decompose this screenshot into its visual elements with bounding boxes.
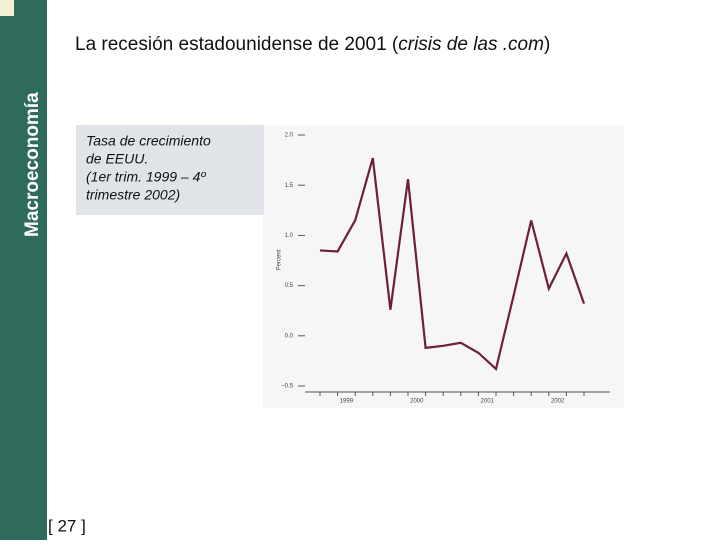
caption-line: Tasa de crecimiento <box>86 133 211 149</box>
page-number: [ 27 ] <box>48 516 86 535</box>
title-end: ) <box>544 34 550 55</box>
title-italic: crisis de las .com <box>398 34 544 55</box>
y-axis-label: Percent <box>277 249 283 270</box>
y-tick-label: 1.5 <box>285 183 294 189</box>
sidebar-label: Macroeconomía <box>22 92 43 237</box>
caption-line: (1er trim. 1999 – 4º <box>86 169 206 185</box>
title-start: La recesión estadounidense de 2001 ( <box>75 34 399 55</box>
slide-title: La recesión estadounidense de 2001 (cris… <box>75 34 550 55</box>
corner-mark <box>0 0 14 16</box>
chart-panel <box>263 125 624 408</box>
sidebar <box>0 0 47 540</box>
y-tick-label: 2.0 <box>285 133 294 139</box>
data-line <box>319 157 586 372</box>
x-tick-label: 1999 <box>340 399 354 405</box>
caption-line: trimestre 2002) <box>86 187 180 203</box>
x-tick-label: 2001 <box>481 399 495 405</box>
x-tick-label: 2000 <box>410 399 424 405</box>
y-tick-label: 0.5 <box>285 283 294 289</box>
caption: Tasa de crecimiento de EEUU. (1er trim. 19… <box>86 133 211 203</box>
y-tick-label: 1.0 <box>285 233 294 239</box>
y-tick-label: 0.0 <box>285 333 294 339</box>
x-tick-label: 2002 <box>551 399 565 405</box>
plot: −0.5 0.0 0.5 1.0 1.5 2.0 Percent 1999 2000 2001 20… <box>277 133 610 405</box>
y-tick-label: −0.5 <box>281 384 294 390</box>
caption-line: de EEUU. <box>86 151 148 167</box>
caption-box <box>76 125 264 215</box>
